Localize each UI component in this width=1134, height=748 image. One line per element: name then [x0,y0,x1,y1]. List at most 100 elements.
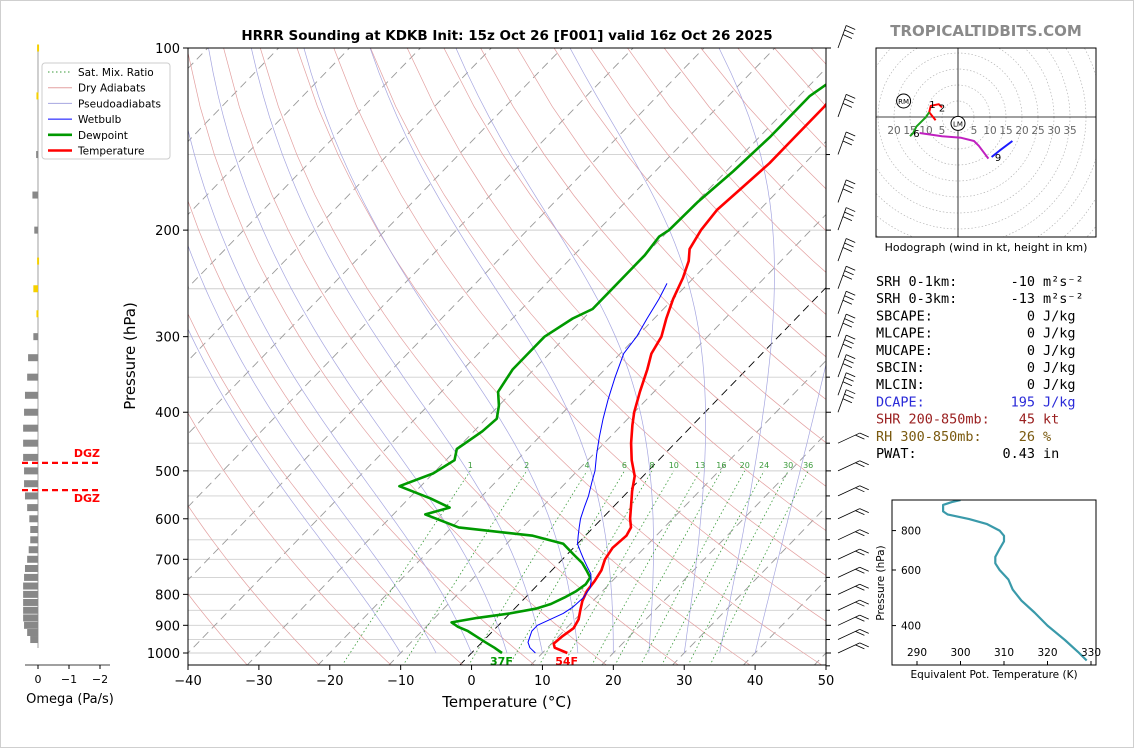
wind-barb [837,529,869,541]
pressure-tick-label: 1000 [147,647,180,662]
isotherm-line [459,286,826,665]
index-value: 0.43 [1002,446,1035,462]
wind-barb-feather [846,372,856,378]
wind-barb-feather [844,211,854,217]
legend-label: Pseudoadiabats [78,98,161,110]
omega-bar [33,285,38,293]
hodograph-height-label: 1 [929,100,935,111]
wind-barb-feather [859,642,869,648]
omega-bar [24,480,38,488]
wind-barb-feather [855,531,865,537]
temperature-tick-label: −10 [387,674,414,689]
wind-barb-feather [842,216,853,221]
index-row: RH 300-850mb: 26% [876,429,1051,445]
index-value: 0 [1027,308,1035,324]
dry-adiabat-line [590,48,826,315]
dry-adiabat-line [188,313,464,665]
hodograph-height-label: 2 [939,103,945,114]
theta-e-axes: 290 300 310 320 330 400 600 800 [892,526,1101,665]
chart-title: HRRR Sounding at KDKB Init: 15z Oct 26 [… [241,28,772,44]
dry-adiabat-line [443,48,826,487]
wind-barb-feather [859,566,869,572]
omega-bar [34,226,38,234]
omega-bar [27,504,38,512]
wind-barb-staff [837,485,860,497]
index-unit: % [1043,429,1051,445]
wind-barb-feather [842,299,853,305]
omega-bar [23,614,38,622]
index-unit: kt [1043,412,1059,428]
wind-barb-feather [846,265,856,271]
wind-barb-staff [837,291,847,314]
wind-barb-feather [842,140,853,146]
wind-barb [837,614,869,626]
wind-barb-staff [837,614,860,626]
wind-barb-feather [855,631,865,636]
theta-e-x-tick-label: 330 [1081,647,1101,659]
isotherm-line [601,433,826,665]
mixing-ratio-line [687,470,789,665]
wind-barb-staff [837,642,860,654]
temperature-tick-label: −20 [316,674,343,689]
legend-label: Dry Adiabats [78,83,146,95]
index-row: SRH 0-3km: -13 m²s⁻² [876,291,1084,307]
isotherm-line [246,67,826,665]
wind-barb-staff [837,432,860,444]
wind-barb-feather [844,295,854,301]
wind-barb-feather [844,270,854,276]
dry-adiabat-line [188,412,392,665]
theta-e-y-tick-label: 800 [901,526,921,538]
index-row: DCAPE: 195 J/kg [876,394,1076,410]
temperature-tick-label: 30 [676,674,693,689]
hodograph-ring-label: 25 [1031,125,1044,137]
wind-barb-feather [859,629,869,634]
wind-barb-staff [837,460,860,472]
wind-barb-feather [844,242,854,248]
wind-barb [837,179,856,203]
pseudoadiabat-line [303,48,579,654]
wind-barb-feather [846,207,856,212]
wind-barb-feather [855,568,865,574]
wind-barb-feather [842,363,853,368]
wind-barb-staff [837,508,860,520]
wind-barb-feather [855,616,865,622]
wind-barb-staff [837,94,847,118]
wind-barb [837,485,869,497]
pseudoadiabat-line [208,48,508,654]
wind-barb-feather [846,25,856,30]
legend-label: Wetbulb [78,114,122,126]
theta-e-x-axis-label: Equivalent Pot. Temperature (K) [910,669,1077,681]
legend-label: Sat. Mix. Ratio [78,67,154,79]
omega-bar [36,310,39,318]
dry-adiabat-line [223,48,679,665]
index-unit: m²s⁻² [1043,274,1084,290]
hodograph-trace: 1 2 6 9 RM LM [896,93,1014,164]
pseudoadiabat-line [455,48,654,654]
wind-barb-feather [859,460,869,466]
index-row: SBCAPE: 0 J/kg [876,308,1076,324]
omega-bar [28,546,38,554]
mixing-ratio-line [508,470,625,665]
wind-barb [837,508,869,520]
wind-barb-feather [844,339,854,345]
hodograph-ring-label: 35 [1063,125,1076,137]
omega-bar [29,515,38,523]
index-value: 195 [1011,394,1035,410]
wind-barb [837,629,869,640]
theta-e-x-tick-label: 300 [950,647,970,659]
mixing-ratio-label: 10 [669,461,679,470]
dry-adiabat-line [188,504,320,665]
wind-barb-feather [842,247,853,252]
temperature-tick-label: 10 [534,674,551,689]
pressure-tick-label: 400 [155,406,180,421]
mixing-ratio-line [562,470,675,665]
wind-barb-staff [837,389,847,413]
omega-tick-label: −1 [61,673,77,686]
isotherm-line [388,213,826,665]
wind-barb-feather [842,274,853,280]
wind-barb-feather [844,358,854,364]
index-label: PWAT: [876,446,917,462]
omega-bar [24,467,38,475]
theta-e-frame [891,499,1097,666]
omega-bar [27,373,38,381]
